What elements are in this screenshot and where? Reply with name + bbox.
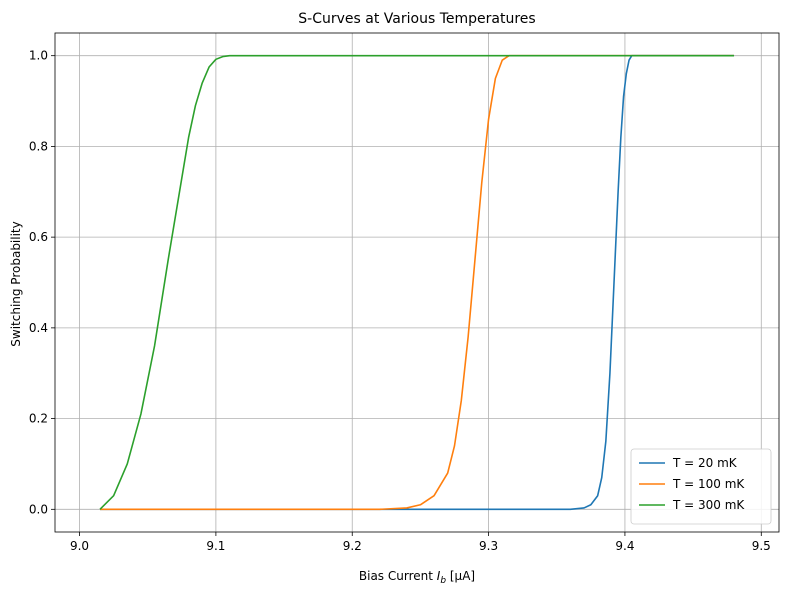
legend: T = 20 mK T = 100 mK T = 300 mK [630,448,772,525]
axis-ticks: 9.0 9.1 9.2 9.3 9.4 9.5 0.0 0.2 0.4 0.6 0.8 1.0 [29,49,771,553]
y-axis-label: Switching Probability [9,221,23,346]
y-tick-label: 1.0 [29,49,48,63]
x-tick-label: 9.4 [615,539,634,553]
y-tick-label: 0.2 [29,412,48,426]
x-axis-label: Bias Current Ib [μA] [359,569,475,586]
y-tick-label: 0.0 [29,502,48,516]
chart-title: S-Curves at Various Temperatures [298,11,535,27]
series-lines [99,54,735,511]
x-tick-label: 9.3 [479,539,498,553]
grid-lines [55,33,779,532]
y-tick-label: 0.8 [29,139,48,153]
y-tick-label: 0.6 [29,230,48,244]
series-line [99,54,735,511]
x-tick-label: 9.2 [343,539,362,553]
x-tick-label: 9.1 [206,539,225,553]
series-line [99,54,735,510]
y-tick-label: 0.4 [29,321,48,335]
legend-entry: T = 100 mK [672,477,745,491]
legend-entry: T = 20 mK [672,456,738,470]
x-tick-label: 9.0 [70,539,89,553]
plot-frame [54,32,780,533]
legend-entry: T = 300 mK [672,498,745,512]
x-tick-label: 9.5 [752,539,771,553]
series-line [99,54,735,511]
legend-box [630,448,772,525]
